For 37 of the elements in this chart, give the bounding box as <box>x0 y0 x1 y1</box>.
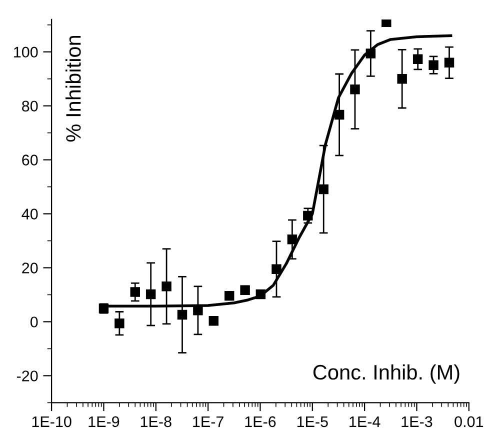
point <box>130 287 140 297</box>
x-tick-label: 1E-5 <box>297 416 328 428</box>
x-tick-label: 0.01 <box>454 416 484 428</box>
x-tick-label: 1E-3 <box>402 416 432 428</box>
point <box>177 310 188 320</box>
y-tick-label: 40 <box>22 208 38 220</box>
point <box>224 290 234 301</box>
point <box>114 318 124 328</box>
point <box>208 316 219 326</box>
y-tick-label: 100 <box>14 46 38 58</box>
point <box>412 54 423 64</box>
x-tick-label: 1E-4 <box>350 416 380 427</box>
point <box>350 84 360 94</box>
y-axis-title: % Inhibition <box>66 36 81 142</box>
point <box>146 289 156 300</box>
x-tick-label: 1E-10 <box>32 416 72 428</box>
point <box>334 110 344 120</box>
point <box>193 306 203 316</box>
x-tick-label: 1E-7 <box>193 416 224 427</box>
point <box>382 19 392 28</box>
point <box>287 234 298 244</box>
point <box>162 282 172 292</box>
y-tick-label: 0 <box>30 316 38 328</box>
point <box>397 74 407 84</box>
y-tick-label: -20 <box>16 370 38 382</box>
point <box>272 264 282 274</box>
y-tick-label: 60 <box>22 154 38 166</box>
point <box>428 60 438 70</box>
x-tick-label: 1E-8 <box>140 416 172 428</box>
y-tick-label: 80 <box>22 100 38 112</box>
point <box>444 58 454 68</box>
x-axis-title: Conc. Inhib. (M) <box>313 364 460 384</box>
x-tick-label: 1E-9 <box>88 416 120 428</box>
point <box>318 184 328 194</box>
y-tick-label: 20 <box>22 262 38 274</box>
x-tick-label: 1E-6 <box>245 416 276 428</box>
point <box>240 285 250 296</box>
